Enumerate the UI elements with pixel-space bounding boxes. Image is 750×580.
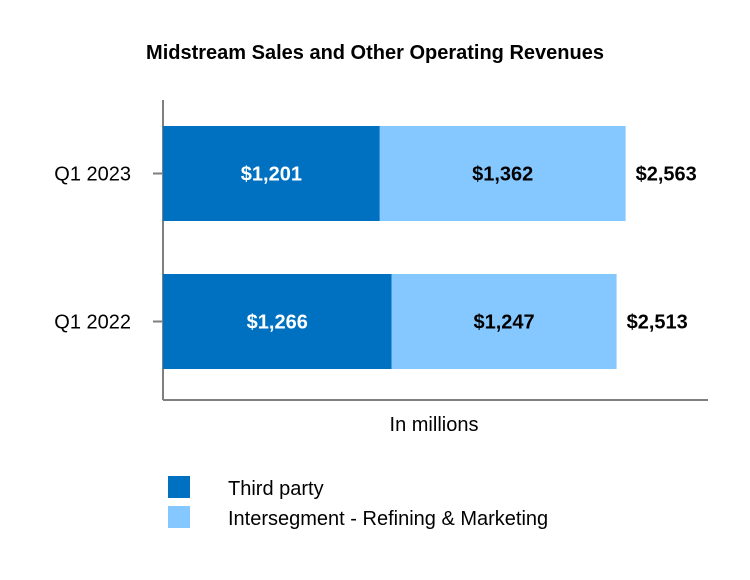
legend-swatch	[168, 506, 190, 528]
bar-data-label: $1,266	[247, 312, 308, 334]
bar-segment	[379, 126, 626, 221]
legend-swatch	[168, 476, 190, 498]
bar-segment	[163, 126, 380, 221]
category-label: Q1 2023	[54, 164, 131, 186]
legend-label: Intersegment - Refining & Marketing	[228, 508, 548, 530]
x-axis-label: In millions	[390, 414, 479, 436]
bars-group: Q1 2023 $1,201 $1,362 $2,563 Q1 2022 $1,266 $1…	[54, 126, 697, 369]
chart-title: Midstream Sales and Other Operating Reve…	[146, 42, 604, 64]
legend-label: Third party	[228, 478, 324, 500]
bar-data-label: $1,247	[473, 312, 534, 334]
bar-total-label: $2,513	[627, 312, 688, 334]
bar-data-label: $1,201	[241, 164, 302, 186]
bar-segment	[391, 274, 617, 369]
bar-segment	[163, 274, 392, 369]
bar-data-label: $1,362	[472, 164, 533, 186]
category-label: Q1 2022	[54, 312, 131, 334]
bar-total-label: $2,563	[636, 164, 697, 186]
legend: Third party Intersegment - Refining & Mar…	[168, 476, 548, 530]
